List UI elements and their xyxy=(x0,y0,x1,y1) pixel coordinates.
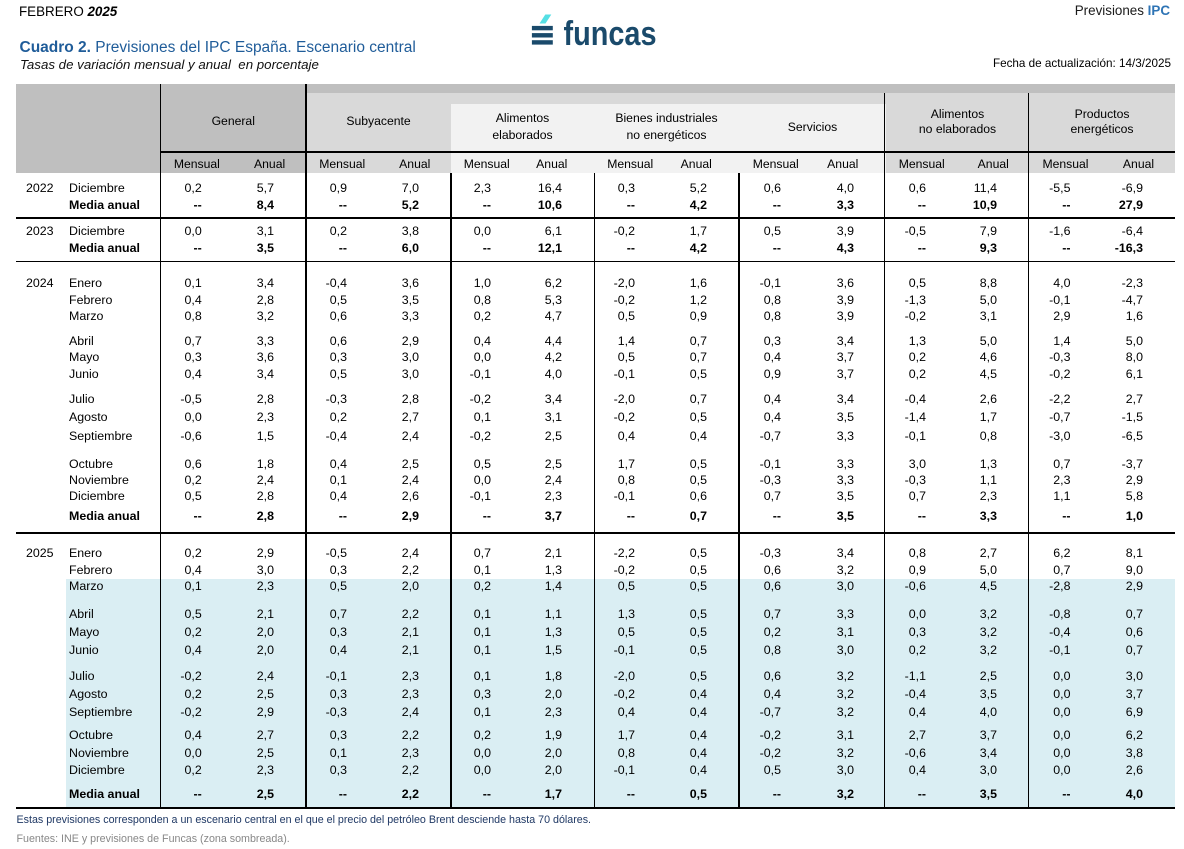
svg-text:funcas: funcas xyxy=(564,15,657,53)
